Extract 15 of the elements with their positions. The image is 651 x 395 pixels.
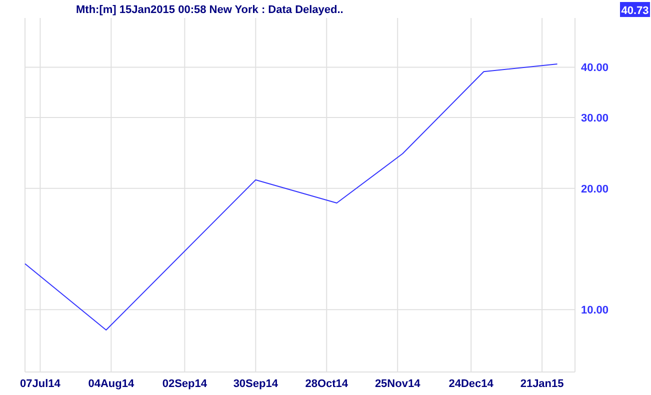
x-tick-label: 07Jul14 xyxy=(20,378,62,390)
y-tick-label: 30.00 xyxy=(581,112,609,125)
x-tick-label: 24Dec14 xyxy=(448,378,494,390)
x-tick-label: 25Nov14 xyxy=(374,378,422,390)
y-tick-label: 40.00 xyxy=(581,62,609,74)
line-series xyxy=(24,64,558,331)
y-tick-label: 20.00 xyxy=(581,183,609,196)
x-tick-label: 21Jan15 xyxy=(520,378,564,390)
text: 40.73 xyxy=(621,5,649,17)
chart-title: Mth:[m] 15Jan2015 00:58 New York : Data Delayed.. xyxy=(76,4,344,16)
x-tick-label: 04Aug14 xyxy=(88,378,135,390)
x-tick-label: 02Sep14 xyxy=(162,378,208,390)
x-tick-label: 30Sep14 xyxy=(233,378,279,390)
y-tick-label: 10.00 xyxy=(581,304,609,317)
x-tick-label: 28Oct14 xyxy=(305,378,349,390)
